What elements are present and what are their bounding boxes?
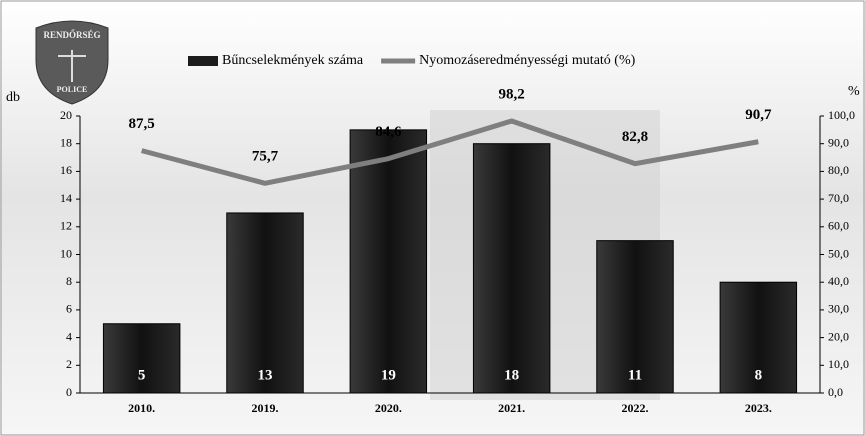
bar-label: 11 <box>628 367 642 383</box>
x-tick-label: 2010. <box>128 401 155 415</box>
logo-text: RENDŐRSÉG <box>43 30 100 40</box>
x-tick-label: 2022. <box>622 401 649 415</box>
bar-label: 5 <box>138 367 146 383</box>
y-tick-label: 4 <box>66 329 72 343</box>
line <box>141 118 759 186</box>
bar-label: 8 <box>755 367 763 383</box>
x-tick-label: 2023. <box>745 401 772 415</box>
x-tick-label: 2020. <box>375 401 402 415</box>
logo: RENDŐRSÉG POLICE <box>35 20 109 105</box>
bar <box>226 212 304 394</box>
y-tick-label: 20 <box>60 108 72 122</box>
line-label: 84,6 <box>375 124 402 140</box>
y2-tick-label: 20,0 <box>828 329 849 343</box>
line-label: 90,7 <box>745 107 772 123</box>
y-tick-label: 18 <box>60 135 72 149</box>
x-tick-label: 2021. <box>498 401 525 415</box>
line-label: 98,2 <box>499 86 525 102</box>
y2-tick-label: 50,0 <box>828 246 849 260</box>
line-label: 75,7 <box>252 149 279 165</box>
x-tick-label: 2019. <box>252 401 279 415</box>
bar <box>719 281 798 394</box>
y-tick-label: 12 <box>60 219 72 233</box>
y2-tick-label: 40,0 <box>828 274 849 288</box>
bar <box>596 240 674 394</box>
bar <box>102 323 181 394</box>
y2-tick-label: 100,0 <box>828 108 855 122</box>
y-axis-label: db <box>6 90 20 105</box>
y2-tick-label: 90,0 <box>828 135 849 149</box>
y2-tick-label: 70,0 <box>828 191 849 205</box>
bar-label: 19 <box>381 367 396 383</box>
y-tick-label: 10 <box>60 246 72 260</box>
y-tick-label: 2 <box>66 357 72 371</box>
y-tick-label: 16 <box>60 163 72 177</box>
line-label: 82,8 <box>622 129 648 145</box>
y2-axis-label: % <box>848 84 860 99</box>
y-tick-label: 14 <box>60 191 72 205</box>
logo-text: POLICE <box>57 85 88 94</box>
y2-tick-label: 30,0 <box>828 302 849 316</box>
line-label: 87,5 <box>129 116 155 132</box>
bar <box>472 143 551 394</box>
y-tick-label: 6 <box>66 302 72 316</box>
legend-label: Bűncselekmények száma <box>222 53 364 68</box>
y2-tick-label: 80,0 <box>828 163 849 177</box>
bar-label: 13 <box>258 367 273 383</box>
y2-tick-label: 0,0 <box>828 385 843 399</box>
y2-tick-label: 60,0 <box>828 219 849 233</box>
bar <box>349 129 428 394</box>
y-tick-label: 0 <box>66 385 72 399</box>
y2-tick-label: 10,0 <box>828 357 849 371</box>
legend-swatch <box>188 56 218 66</box>
legend-label: Nyomozáseredményességi mutató (%) <box>419 53 635 68</box>
y-tick-label: 8 <box>66 274 72 288</box>
bar-label: 18 <box>504 367 519 383</box>
